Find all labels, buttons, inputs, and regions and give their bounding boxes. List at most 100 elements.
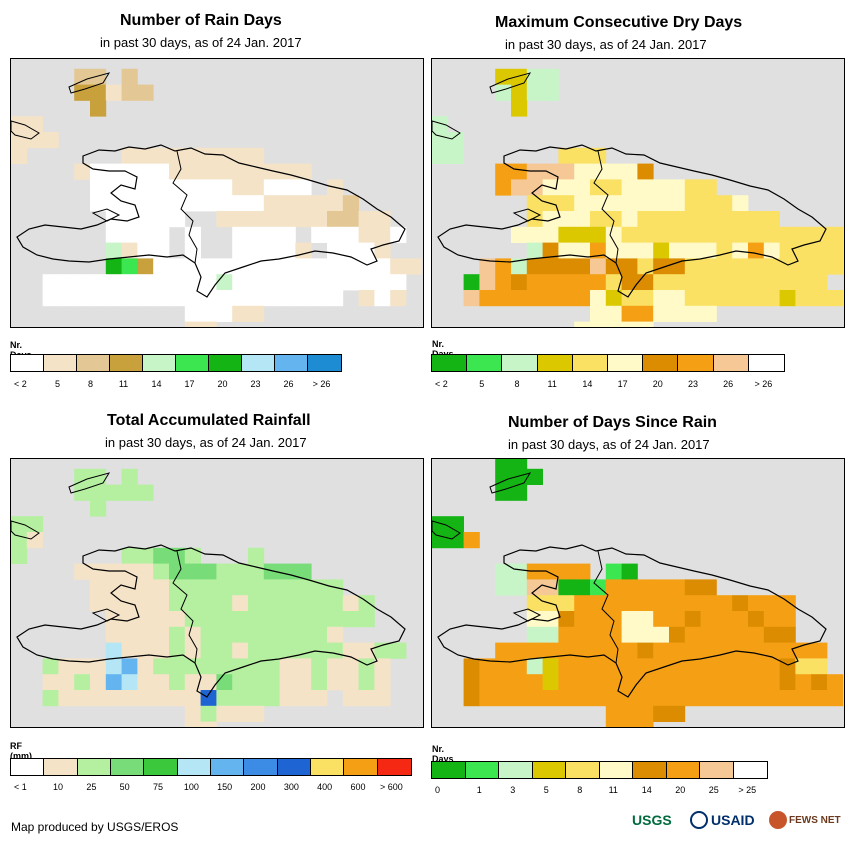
grid-cell <box>248 195 265 212</box>
grid-cell <box>795 226 812 243</box>
grid-cell <box>558 195 575 212</box>
grid-cell <box>74 84 91 101</box>
grid-cell <box>700 195 717 212</box>
grid-cell <box>153 626 170 643</box>
legend-label: 200 <box>250 782 266 792</box>
grid-cell <box>716 690 733 707</box>
grid-cell <box>248 274 265 291</box>
grid-cell <box>716 195 733 212</box>
grid-cell <box>169 274 186 291</box>
grid-cell <box>669 258 686 275</box>
grid-cell <box>574 211 591 228</box>
grid-cell <box>279 211 296 228</box>
grid-cell <box>653 579 670 596</box>
grid-cell <box>621 226 638 243</box>
grid-cell <box>137 484 154 501</box>
grid-cell <box>248 611 265 628</box>
grid-cell <box>137 674 154 691</box>
grid-cell <box>248 290 265 307</box>
grid-cell <box>684 195 701 212</box>
grid-cell <box>574 226 591 243</box>
panel-subtitle: in past 30 days, as of 24 Jan. 2017 <box>105 435 307 450</box>
grid-cell <box>327 195 344 212</box>
grid-cell <box>169 211 186 228</box>
grid-cell <box>263 563 280 580</box>
grid-cell <box>11 132 28 149</box>
grid-cell <box>58 274 75 291</box>
grid-cell <box>495 274 512 291</box>
grid-cell <box>232 147 249 164</box>
grid-cell <box>327 658 344 675</box>
grid-cell <box>342 658 359 675</box>
grid-cell <box>279 258 296 275</box>
grid-cell <box>574 642 591 659</box>
grid-cell <box>827 674 844 691</box>
grid-cell <box>495 468 512 485</box>
grid-cell <box>574 626 591 643</box>
grid-cell <box>184 626 201 643</box>
legend-swatch <box>572 355 609 371</box>
islet-outline <box>489 72 532 94</box>
grid-cell <box>811 642 828 659</box>
grid-cell <box>184 563 201 580</box>
grid-cell <box>184 258 201 275</box>
grid-cell <box>121 468 138 485</box>
grid-cell <box>311 274 328 291</box>
grid-cell <box>748 595 765 612</box>
grid-cell <box>216 211 233 228</box>
grid-cell <box>184 721 201 727</box>
legend-bar <box>431 761 768 779</box>
legend-swatch <box>110 355 143 371</box>
grid-cell <box>342 611 359 628</box>
grid-cell <box>390 274 407 291</box>
grid-cell <box>590 274 607 291</box>
island-outline <box>437 544 827 698</box>
grid-cell <box>121 658 138 675</box>
legend-swatch <box>176 355 209 371</box>
legend-swatch <box>209 355 242 371</box>
grid-cell <box>137 547 154 564</box>
grid-cell <box>479 674 496 691</box>
grid-cell <box>216 290 233 307</box>
grid-cell <box>248 579 265 596</box>
legend-swatch <box>748 355 785 371</box>
grid-cell <box>542 658 559 675</box>
grid-cell <box>263 258 280 275</box>
grid-cell <box>574 274 591 291</box>
grid-cell <box>342 211 359 228</box>
grid-cell <box>574 579 591 596</box>
grid-cell <box>605 163 622 180</box>
grid-cell <box>748 674 765 691</box>
grid-cell <box>495 459 512 470</box>
grid-cell <box>732 690 749 707</box>
grid-cell <box>374 290 391 307</box>
grid-cell <box>637 258 654 275</box>
grid-cell <box>295 626 312 643</box>
grid-cell <box>248 258 265 275</box>
legend-bar <box>431 354 785 372</box>
grid-cell <box>479 258 496 275</box>
grid-cell <box>811 274 828 291</box>
grid-cell <box>153 163 170 180</box>
grid-cell <box>542 68 559 85</box>
grid-cell <box>169 547 186 564</box>
grid-cell <box>605 690 622 707</box>
grid-cell <box>153 274 170 291</box>
grid-cell <box>121 147 138 164</box>
grid-cell <box>637 595 654 612</box>
grid-cell <box>511 84 528 101</box>
grid-cell <box>216 642 233 659</box>
legend-label: 8 <box>577 785 583 795</box>
islet-outline <box>91 608 121 622</box>
grid-cell <box>374 211 391 228</box>
legend-label: 5 <box>54 379 61 389</box>
grid-cell <box>526 642 543 659</box>
grid-cell <box>216 305 233 322</box>
grid-cell <box>526 626 543 643</box>
grid-cell <box>637 226 654 243</box>
legend-swatch <box>177 759 211 775</box>
grid-cell <box>184 305 201 322</box>
islet-outline <box>489 472 532 494</box>
grid-cell <box>153 258 170 275</box>
grid-cell <box>432 116 449 133</box>
